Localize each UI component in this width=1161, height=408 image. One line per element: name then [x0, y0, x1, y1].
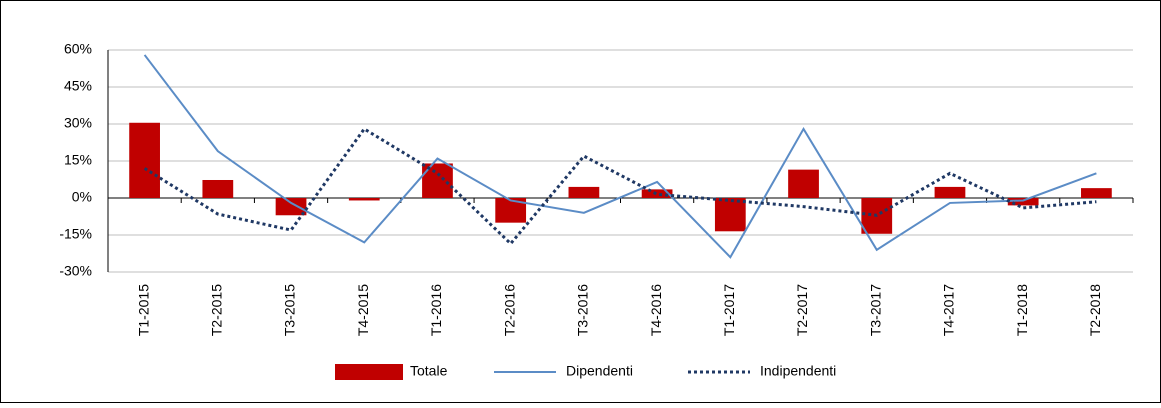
x-tick-label: T3-2016 [575, 284, 591, 336]
bar [202, 179, 234, 198]
x-tick-label: T1-2015 [135, 284, 151, 336]
legend-swatch [335, 364, 403, 380]
y-tick-label: 15% [64, 152, 92, 168]
y-tick-label: -15% [59, 226, 92, 242]
line [143, 54, 1097, 259]
y-tick-label: 30% [64, 115, 92, 131]
bar [788, 169, 819, 198]
bar [422, 163, 453, 198]
bar [275, 198, 307, 216]
y-tick-label: 0% [72, 189, 92, 205]
x-tick-label: T4-2017 [941, 284, 957, 336]
y-tick-label: 45% [64, 78, 92, 94]
legend-label: Indipendenti [760, 363, 836, 379]
x-tick-label: T1-2018 [1014, 284, 1030, 336]
x-tick-label: T4-2015 [355, 284, 371, 336]
bar [714, 198, 746, 232]
x-tick-label: T4-2016 [648, 284, 664, 336]
line [143, 126, 1097, 246]
bar [641, 189, 673, 198]
x-tick-label: T2-2015 [209, 284, 225, 336]
legend-label: Totale [410, 363, 448, 379]
x-tick-label: T1-2016 [428, 284, 444, 336]
x-tick-label: T1-2017 [721, 284, 737, 336]
y-tick-label: 60% [64, 41, 92, 57]
bar [348, 198, 380, 201]
x-tick-label: T3-2017 [867, 284, 883, 336]
legend-label: Dipendenti [566, 363, 633, 379]
x-tick-label: T2-2018 [1087, 284, 1103, 336]
bar [129, 122, 160, 198]
y-tick-label: -30% [59, 263, 92, 279]
bar [1007, 198, 1039, 206]
x-tick-label: T3-2015 [282, 284, 298, 336]
x-tick-label: T2-2016 [501, 284, 517, 336]
x-tick-label: T2-2017 [794, 284, 810, 336]
bar [934, 186, 966, 198]
bar [1081, 188, 1112, 198]
bar [568, 186, 600, 198]
